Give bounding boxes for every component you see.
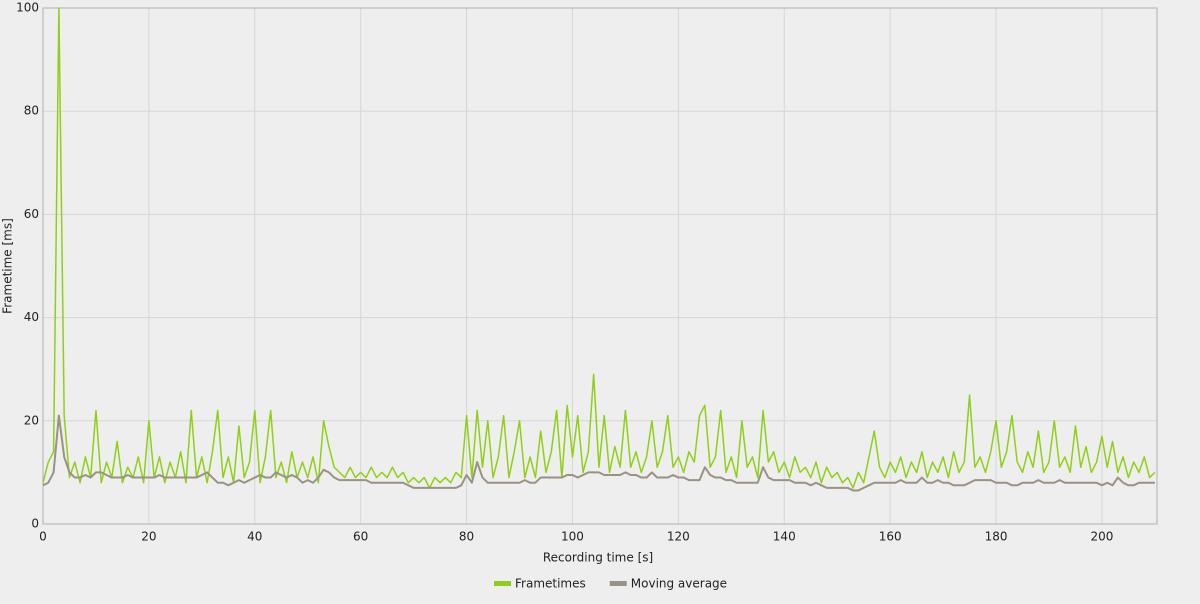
y-tick-label: 60 [24, 207, 39, 221]
plot-frame [42, 7, 1158, 525]
x-axis-label: Recording time [s] [543, 551, 653, 565]
x-tick-label: 60 [353, 530, 368, 544]
series-line [42, 414, 1155, 492]
legend-label: Frametimes [515, 577, 586, 591]
legend-swatch [609, 581, 627, 586]
y-tick-label: 20 [24, 413, 39, 427]
y-tick-label: 0 [31, 517, 39, 531]
series-line [42, 7, 1156, 489]
x-tick-label: 200 [1090, 530, 1113, 544]
x-tick-label: 40 [247, 530, 262, 544]
x-tick-label: 100 [561, 530, 584, 544]
x-tick-label: 120 [667, 530, 690, 544]
y-tick-label: 40 [24, 310, 39, 324]
x-tick-label: 20 [141, 530, 156, 544]
x-tick-label: 140 [773, 530, 796, 544]
legend-label: Moving average [631, 577, 727, 591]
y-tick-label: 80 [24, 104, 39, 118]
y-axis-label: Frametime [ms] [1, 218, 15, 314]
x-tick-label: 160 [879, 530, 902, 544]
x-tick-label: 180 [985, 530, 1008, 544]
x-tick-label: 80 [459, 530, 474, 544]
y-tick-label: 100 [16, 1, 39, 15]
x-tick-label: 0 [39, 530, 47, 544]
legend-swatch [494, 581, 511, 586]
